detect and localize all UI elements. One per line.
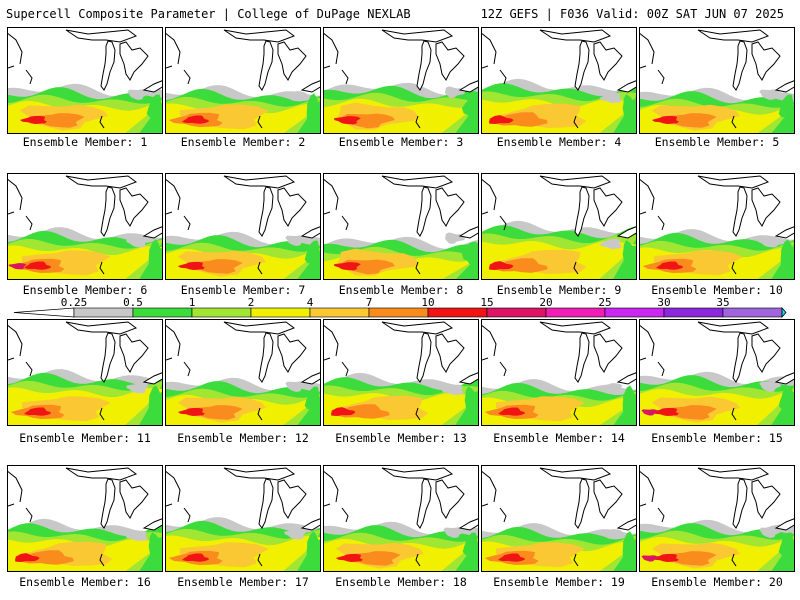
ensemble-member-label: Ensemble Member: 11 — [19, 431, 151, 445]
scp-field-map — [166, 29, 320, 133]
ensemble-member-label: Ensemble Member: 16 — [19, 575, 151, 589]
ensemble-member-label: Ensemble Member: 10 — [651, 283, 783, 297]
legend-threshold-label: 20 — [539, 296, 552, 309]
ensemble-member-map — [639, 27, 795, 134]
scp-field-map — [640, 175, 794, 279]
scp-field-map — [166, 321, 320, 425]
ensemble-member-label: Ensemble Member: 9 — [496, 283, 622, 297]
color-scale-legend: 0.25 0.5 1 2 4 7 10 15 20 25 30 35 — [13, 296, 787, 319]
ensemble-member-label: Ensemble Member: 4 — [496, 135, 622, 149]
legend-swatch — [73, 307, 134, 318]
scp-field-map — [324, 29, 478, 133]
ensemble-member-label: Ensemble Member: 14 — [493, 431, 625, 445]
ensemble-member-map — [165, 319, 321, 426]
scp-field-map — [482, 175, 636, 279]
legend-swatch — [250, 307, 311, 318]
scp-field-map — [482, 321, 636, 425]
legend-swatch — [427, 307, 488, 318]
ensemble-member-label: Ensemble Member: 5 — [654, 135, 780, 149]
ensemble-member-map — [165, 27, 321, 134]
ensemble-member-label: Ensemble Member: 17 — [177, 575, 309, 589]
scp-field-map — [324, 467, 478, 571]
scp-field-map — [8, 467, 162, 571]
ensemble-member-map — [323, 173, 479, 280]
legend-swatch — [191, 307, 252, 318]
ensemble-member-label: Ensemble Member: 18 — [335, 575, 467, 589]
scp-field-map — [482, 467, 636, 571]
ensemble-member-map — [639, 465, 795, 572]
ensemble-member-label: Ensemble Member: 20 — [651, 575, 783, 589]
ensemble-member-label: Ensemble Member: 2 — [180, 135, 306, 149]
ensemble-member-label: Ensemble Member: 3 — [338, 135, 464, 149]
scp-field-map — [8, 321, 162, 425]
legend-threshold-label: 25 — [598, 296, 611, 309]
legend-threshold-label: 0.25 — [61, 296, 88, 309]
legend-threshold-label: 30 — [657, 296, 670, 309]
map-title: Supercell Composite Parameter | College … — [6, 7, 411, 21]
legend-swatch — [722, 307, 783, 318]
scp-field-map — [166, 175, 320, 279]
ensemble-member-map — [481, 173, 637, 280]
legend-threshold-label: 1 — [189, 296, 196, 309]
ensemble-member-map — [7, 173, 163, 280]
ensemble-member-map — [639, 173, 795, 280]
legend-swatch — [545, 307, 606, 318]
legend-low-arrow — [13, 307, 75, 318]
legend-swatch — [309, 307, 370, 318]
scp-field-map — [8, 175, 162, 279]
legend-high-arrow — [781, 306, 787, 319]
scp-field-map — [324, 175, 478, 279]
legend-swatch — [604, 307, 665, 318]
legend-swatch — [486, 307, 547, 318]
scp-field-map — [640, 321, 794, 425]
ensemble-member-label: Ensemble Member: 12 — [177, 431, 309, 445]
legend-threshold-label: 35 — [716, 296, 729, 309]
ensemble-member-label: Ensemble Member: 6 — [22, 283, 148, 297]
ensemble-member-label: Ensemble Member: 1 — [22, 135, 148, 149]
scp-field-map — [640, 467, 794, 571]
ensemble-member-map — [323, 319, 479, 426]
legend-threshold-label: 10 — [421, 296, 434, 309]
ensemble-member-map — [639, 319, 795, 426]
legend-swatch — [132, 307, 193, 318]
ensemble-member-map — [7, 319, 163, 426]
legend-threshold-label: 15 — [480, 296, 493, 309]
scp-field-map — [324, 321, 478, 425]
legend-swatch — [663, 307, 724, 318]
scp-field-map — [482, 29, 636, 133]
ensemble-member-map — [165, 465, 321, 572]
ensemble-member-map — [7, 27, 163, 134]
ensemble-member-label: Ensemble Member: 19 — [493, 575, 625, 589]
legend-threshold-label: 4 — [307, 296, 314, 309]
scp-field-map — [166, 467, 320, 571]
legend-threshold-label: 2 — [248, 296, 255, 309]
ensemble-member-label: Ensemble Member: 7 — [180, 283, 306, 297]
ensemble-member-map — [323, 465, 479, 572]
ensemble-member-map — [481, 465, 637, 572]
ensemble-member-label: Ensemble Member: 15 — [651, 431, 783, 445]
ensemble-member-map — [7, 465, 163, 572]
ensemble-member-map — [165, 173, 321, 280]
ensemble-member-map — [481, 319, 637, 426]
ensemble-member-label: Ensemble Member: 13 — [335, 431, 467, 445]
scp-field-map — [8, 29, 162, 133]
legend-swatch — [368, 307, 429, 318]
ensemble-member-map — [481, 27, 637, 134]
ensemble-member-map — [323, 27, 479, 134]
scp-field-map — [640, 29, 794, 133]
ensemble-member-label: Ensemble Member: 8 — [338, 283, 464, 297]
run-info: 12Z GEFS | F036 Valid: 00Z SAT JUN 07 20… — [480, 7, 784, 21]
legend-threshold-label: 7 — [366, 296, 373, 309]
legend-threshold-label: 0.5 — [123, 296, 143, 309]
